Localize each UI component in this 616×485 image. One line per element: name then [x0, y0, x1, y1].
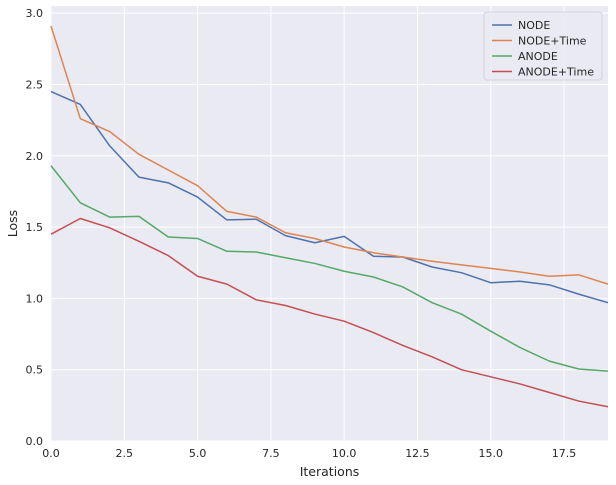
y-tick-label: 0.5	[26, 364, 44, 377]
series-line-node-time	[50, 25, 609, 285]
x-tick-label: 17.5	[552, 447, 577, 460]
x-tick-label: 7.5	[262, 447, 280, 460]
legend-label-node: NODE	[518, 19, 550, 32]
x-tick-label: 10.0	[332, 447, 357, 460]
x-tick-label: 15.0	[478, 447, 503, 460]
x-tick-label: 12.5	[405, 447, 430, 460]
x-tick-label: 5.0	[189, 447, 207, 460]
series-line-node	[50, 90, 609, 304]
grid-lines	[50, 6, 608, 442]
y-tick-label: 1.0	[26, 292, 44, 305]
y-tick-label: 1.5	[26, 221, 44, 234]
legend-label-anode: ANODE	[518, 50, 558, 63]
legend-label-anode-time: ANODE+Time	[518, 66, 594, 79]
y-axis-label: Loss	[5, 210, 20, 237]
y-tick-label: 2.5	[26, 78, 44, 91]
x-tick-label: 0.0	[42, 447, 60, 460]
series-lines	[50, 25, 609, 408]
series-line-anode	[50, 165, 609, 372]
x-axis-label: Iterations	[300, 464, 360, 479]
legend-box	[483, 11, 603, 81]
legend-label-node-time: NODE+Time	[518, 35, 587, 48]
legend: NODE NODE+Time ANODE ANODE+Time	[483, 11, 603, 81]
tick-labels: 0.0 0.5 1.0 1.5 2.0 2.5 3.0 0.0 2.5 5.0 7.5 10.0 12.…	[26, 7, 577, 460]
y-tick-label: 0.0	[26, 435, 44, 448]
y-tick-label: 3.0	[26, 7, 44, 20]
x-tick-label: 2.5	[116, 447, 134, 460]
y-tick-label: 2.0	[26, 150, 44, 163]
series-line-anode-time	[50, 217, 609, 408]
